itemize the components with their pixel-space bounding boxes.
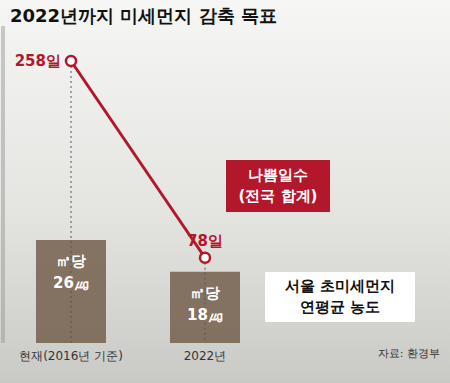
html-text:연평균 농도: 연평균 농도 xyxy=(299,298,381,316)
html-text:서울 초미세먼지: 서울 초미세먼지 xyxy=(284,277,396,295)
svg-text:258일: 258일 xyxy=(15,52,61,70)
svg-text:2022년: 2022년 xyxy=(184,349,227,363)
html-text:나쁨일수: 나쁨일수 xyxy=(248,166,308,184)
svg-text:78일: 78일 xyxy=(187,232,223,250)
html-text:(전국 합계): (전국 합계) xyxy=(238,187,318,205)
html-text:자료: 환경부: 자료: 환경부 xyxy=(377,347,440,360)
svg-text:㎥당18㎍: ㎥당18㎍ xyxy=(187,284,223,324)
svg-text:㎥당26㎍: ㎥당26㎍ xyxy=(53,252,89,292)
svg-text:현재(2016년 기준): 현재(2016년 기준) xyxy=(19,349,123,363)
html-text:2022년까지 미세먼지 감축 목표: 2022년까지 미세먼지 감축 목표 xyxy=(10,5,277,26)
